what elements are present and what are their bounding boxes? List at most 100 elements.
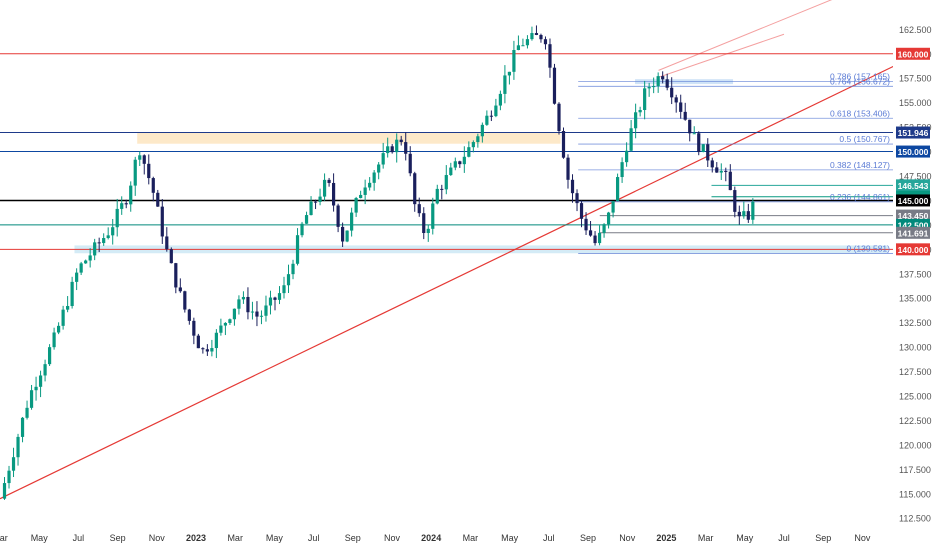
- time-tick-2: Jul: [73, 533, 85, 543]
- candle-body: [25, 407, 29, 418]
- candle-body: [606, 212, 611, 225]
- candle-body: [138, 155, 142, 160]
- price-tag-bg-8: [896, 226, 930, 239]
- candle-body: [16, 436, 20, 458]
- price-tag-8: 141.691: [898, 228, 929, 238]
- candle-body: [322, 179, 327, 197]
- candle-body: [341, 226, 345, 242]
- candle-body: [467, 147, 471, 157]
- candle-body: [552, 67, 557, 104]
- candle-body: [169, 249, 173, 264]
- price-tick-14: 127.500: [899, 367, 932, 377]
- candle-body: [291, 263, 295, 275]
- candle-body: [273, 297, 277, 300]
- time-axis[interactable]: Mar May Jul Sep Nov 2023 Mar May Jul Sep Nov 2024 Ma…: [0, 528, 932, 550]
- candle-body: [503, 75, 507, 94]
- candlestick-series: [2, 25, 755, 500]
- candle-body: [426, 228, 430, 234]
- candle-body: [647, 86, 651, 89]
- candle-body: [2, 483, 7, 499]
- candle-body: [701, 144, 705, 153]
- candle-body: [386, 146, 390, 154]
- price-tick-0: 162.500: [899, 25, 932, 35]
- candle-body: [566, 157, 570, 180]
- candle-body: [70, 281, 74, 307]
- candle-body: [201, 348, 205, 350]
- time-tick-15: Sep: [580, 533, 596, 543]
- candle-body: [237, 299, 241, 309]
- price-tag-2: 150.000: [898, 147, 929, 157]
- price-tick-12: 132.500: [899, 318, 932, 328]
- candle-body: [634, 112, 638, 129]
- candle-body: [742, 211, 746, 217]
- candle-body: [115, 208, 119, 228]
- candle-body: [75, 272, 79, 282]
- candle-body: [449, 167, 453, 176]
- candle-body: [354, 198, 358, 213]
- candle-body: [178, 287, 182, 292]
- candle-body: [471, 142, 475, 148]
- candle-body: [530, 33, 534, 40]
- price-tag-6: 143.450: [898, 211, 929, 221]
- price-tags: 160.000151.946150.000146.543145.374145.0…: [896, 47, 930, 256]
- candle-body: [133, 159, 137, 186]
- candle-body: [210, 348, 214, 352]
- candle-body: [304, 215, 309, 224]
- time-tick-11: 2024: [421, 533, 441, 543]
- candle-body: [57, 325, 61, 333]
- price-axis[interactable]: 162.500160.000157.500155.000152.500150.0…: [893, 0, 932, 550]
- candle-body: [539, 34, 543, 40]
- candle-body: [534, 33, 539, 35]
- candle-body: [142, 155, 146, 164]
- candle-body: [656, 76, 660, 87]
- candle-body: [11, 457, 16, 471]
- candle-body: [661, 76, 665, 80]
- candle-body: [417, 204, 421, 214]
- price-tick-10: 137.500: [899, 269, 932, 279]
- candle-body: [507, 71, 512, 76]
- candle-body: [670, 87, 674, 98]
- candle-body: [485, 115, 489, 125]
- price-tick-20: 112.500: [899, 514, 931, 524]
- time-tick-13: May: [501, 533, 519, 543]
- candle-body: [268, 297, 273, 306]
- candle-body: [228, 319, 232, 323]
- price-tag-bg-3: [896, 179, 930, 192]
- price-tag-bg-0: [896, 47, 930, 60]
- candle-body: [444, 175, 448, 190]
- candle-body: [543, 39, 548, 45]
- candle-body: [692, 133, 696, 135]
- candle-body: [187, 309, 191, 321]
- price-tick-6: 147.500: [899, 172, 932, 182]
- candle-body: [453, 161, 457, 168]
- candle-body: [408, 153, 412, 174]
- candle-body: [570, 179, 575, 194]
- candle-body: [313, 201, 318, 203]
- candle-body: [602, 224, 606, 233]
- time-tick-12: Mar: [463, 533, 479, 543]
- candle-body: [611, 201, 615, 213]
- candle-body: [29, 390, 34, 408]
- price-tag-bg-2: [896, 145, 930, 158]
- candle-body: [174, 263, 178, 288]
- candle-body: [259, 315, 264, 317]
- candle-body: [88, 255, 92, 261]
- price-axis-bg: [893, 0, 932, 550]
- candle-body: [395, 139, 399, 153]
- candle-body: [390, 146, 394, 153]
- candle-body: [579, 203, 584, 219]
- candle-body: [79, 263, 83, 273]
- time-tick-5: 2023: [186, 533, 206, 543]
- inner-channel-line: [658, 33, 785, 78]
- candle-body: [710, 160, 714, 168]
- candle-body: [561, 131, 566, 158]
- candle-body: [165, 236, 169, 250]
- candle-body: [476, 136, 480, 143]
- candle-body: [516, 45, 521, 51]
- price-tick-13: 130.000: [899, 343, 932, 353]
- candle-body: [331, 182, 336, 206]
- upper-channel-line: [658, 0, 833, 71]
- candle-body: [214, 332, 218, 349]
- candle-body: [160, 206, 164, 237]
